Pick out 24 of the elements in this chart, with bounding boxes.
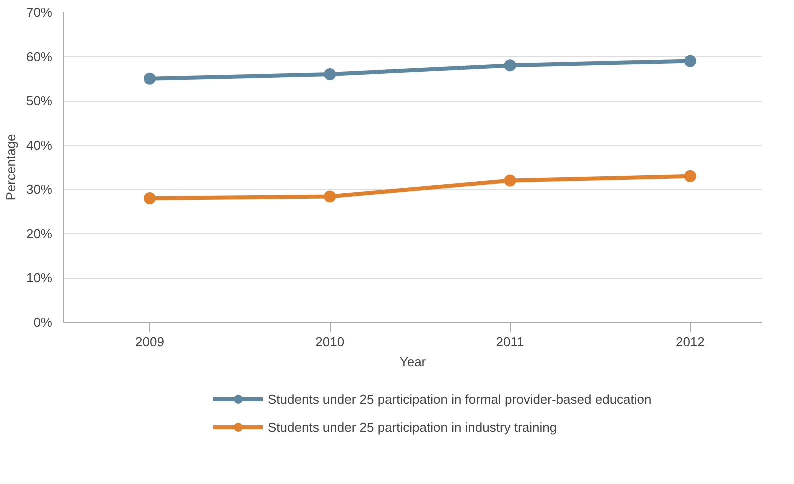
x-tick-label: 2011 xyxy=(496,334,524,350)
y-tick-label: 10% xyxy=(26,270,53,286)
x-tick-label: 2012 xyxy=(676,334,705,350)
point xyxy=(324,190,336,203)
x-axis-title: Year xyxy=(400,354,427,370)
point xyxy=(504,174,516,187)
y-tick-label: 30% xyxy=(26,182,53,198)
y-tick-label: 70% xyxy=(26,5,53,20)
x-tick-label: 2010 xyxy=(316,334,345,350)
point xyxy=(684,170,696,182)
y-axis-title: Percentage xyxy=(3,134,18,201)
point xyxy=(504,60,516,72)
y-tick-label: 0% xyxy=(34,315,53,330)
y-tick-label: 40% xyxy=(26,138,53,153)
point xyxy=(324,68,336,80)
legend-label: Students under 25 participation in formal provider-based education xyxy=(268,392,652,406)
y-tick-label: 60% xyxy=(26,49,53,64)
point xyxy=(684,55,696,68)
point xyxy=(144,192,156,204)
y-tick-label: 50% xyxy=(26,94,53,109)
x-tick-label: 2009 xyxy=(136,334,164,350)
y-tick-label: 20% xyxy=(26,226,53,242)
point xyxy=(144,72,156,85)
legend-label: Students under 25 participation in industry training xyxy=(268,420,558,434)
